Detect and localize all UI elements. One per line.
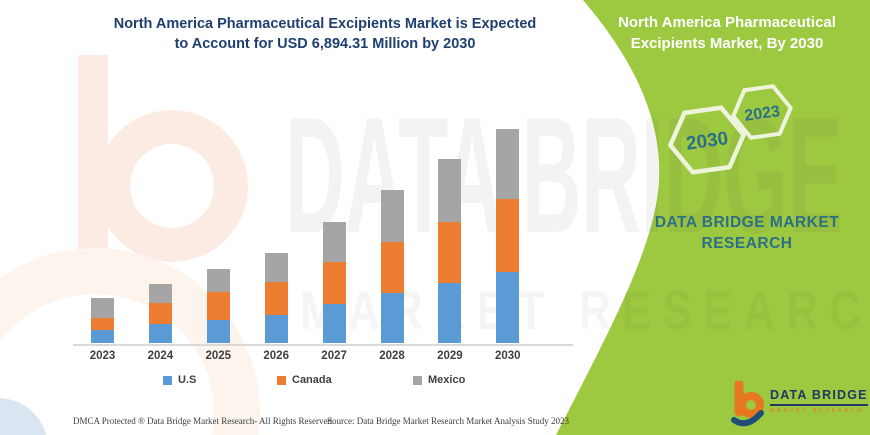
bar-segment-2024-Canada bbox=[148, 303, 172, 324]
bar-segment-2023-Canada bbox=[91, 317, 114, 331]
bar-segment-2026-Canada bbox=[264, 281, 288, 316]
bar-segment-2023-Mexico bbox=[91, 298, 114, 318]
hexagon-2023: 2023 bbox=[731, 84, 793, 140]
side-panel-title-line2: Excipients Market, By 2030 bbox=[630, 35, 824, 52]
dmca-notice: DMCA Protected ® Data Bridge Market Rese… bbox=[73, 416, 335, 426]
legend-swatch-US bbox=[163, 375, 172, 385]
bar-segment-2029-US bbox=[438, 282, 462, 344]
x-axis-label-2029: 2029 bbox=[437, 350, 463, 362]
hexagon-2030-label: 2030 bbox=[685, 128, 730, 155]
hexagon-badges: 2030 2023 bbox=[668, 84, 793, 175]
logo-text-block: DATA BRIDGE MARKET RESEARCH bbox=[770, 381, 868, 414]
chart-title: North America Pharmaceutical Excipients … bbox=[85, 14, 565, 54]
bar-segment-2024-Mexico bbox=[148, 283, 172, 304]
side-panel-title: North America Pharmaceutical Excipients … bbox=[598, 12, 856, 54]
blue-corner-watermark bbox=[0, 398, 48, 435]
x-axis-label-2028: 2028 bbox=[379, 350, 405, 362]
brand-text-line1: DATA BRIDGE MARKET bbox=[654, 214, 840, 231]
bar-segment-2030-Canada bbox=[496, 199, 520, 272]
legend-swatch-Mexico bbox=[413, 375, 422, 385]
x-axis-line bbox=[73, 344, 573, 346]
bar-segment-2027-Canada bbox=[322, 262, 346, 305]
data-bridge-logo: DATA BRIDGE MARKET RESEARCH bbox=[731, 381, 868, 427]
bar-segment-2028-Mexico bbox=[380, 190, 404, 242]
logo-name: DATA BRIDGE bbox=[770, 388, 868, 406]
legend-label-Mexico: Mexico bbox=[428, 374, 466, 386]
legend-item-Canada: Canada bbox=[277, 374, 332, 386]
bar-segment-2028-Canada bbox=[380, 241, 404, 293]
side-panel-title-line1: North America Pharmaceutical bbox=[618, 14, 836, 31]
bar-segment-2027-US bbox=[322, 304, 346, 344]
chart-title-line2: to Account for USD 6,894.31 Million by 2… bbox=[174, 36, 476, 52]
legend-swatch-Canada bbox=[277, 375, 286, 385]
bar-segment-2025-US bbox=[206, 319, 230, 344]
bar-segment-2028-US bbox=[380, 292, 404, 344]
bar-segment-2029-Mexico bbox=[438, 159, 462, 222]
data-bridge-logo-icon bbox=[731, 381, 764, 427]
bar-segment-2029-Canada bbox=[438, 221, 462, 283]
logo-b-watermark-stem bbox=[78, 55, 108, 262]
bar-segment-2023-US bbox=[91, 330, 114, 344]
hexagon-2030: 2030 bbox=[668, 105, 746, 175]
bar-segment-2030-US bbox=[496, 271, 520, 344]
logo-tagline: MARKET RESEARCH bbox=[770, 408, 864, 414]
chart-title-line1: North America Pharmaceutical Excipients … bbox=[113, 16, 537, 32]
logo-b-watermark-bowl bbox=[96, 110, 248, 262]
x-axis-label-2026: 2026 bbox=[263, 350, 289, 362]
bar-segment-2024-US bbox=[148, 323, 172, 344]
legend-label-US: U.S bbox=[178, 374, 197, 386]
bar-segment-2025-Mexico bbox=[206, 268, 230, 292]
bar-segment-2025-Canada bbox=[206, 291, 230, 320]
bar-segment-2026-Mexico bbox=[264, 253, 288, 282]
legend-item-US: U.S bbox=[163, 374, 196, 386]
x-axis-label-2025: 2025 bbox=[205, 350, 232, 362]
side-panel-brand-text: DATA BRIDGE MARKET RESEARCH bbox=[633, 212, 861, 254]
hexagon-2023-label: 2023 bbox=[743, 103, 781, 125]
bar-segment-2030-Mexico bbox=[496, 129, 520, 200]
source-note: Source: Data Bridge Market Research Mark… bbox=[327, 416, 569, 426]
x-axis-label-2024: 2024 bbox=[147, 350, 174, 362]
legend-label-Canada: Canada bbox=[292, 374, 332, 386]
x-axis-label-2023: 2023 bbox=[89, 350, 116, 362]
bar-segment-2027-Mexico bbox=[322, 221, 346, 263]
x-axis-label-2030: 2030 bbox=[495, 350, 521, 362]
legend-item-Mexico: Mexico bbox=[413, 374, 465, 386]
bar-segment-2026-US bbox=[264, 315, 288, 344]
x-axis-label-2027: 2027 bbox=[321, 350, 347, 362]
brand-text-line2: RESEARCH bbox=[701, 235, 793, 252]
